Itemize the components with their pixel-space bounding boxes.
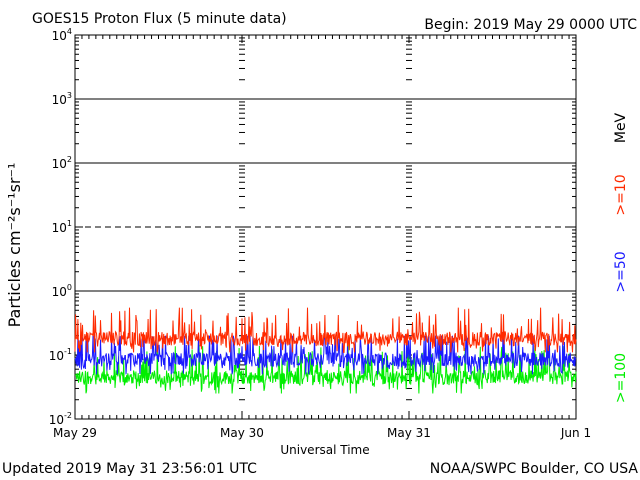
- y-tick-exponent: 2: [67, 155, 72, 164]
- legend-label: >=50: [613, 251, 629, 292]
- y-axis-label: Particles cm⁻²s⁻¹sr⁻¹: [5, 163, 24, 328]
- chart-title: GOES15 Proton Flux (5 minute data): [32, 11, 287, 27]
- series-line: [74, 307, 577, 353]
- series-line: [74, 343, 577, 394]
- legend-label: >=10: [613, 174, 629, 215]
- y-tick-label: 103: [52, 91, 72, 107]
- legend-label: >=100: [613, 353, 629, 403]
- y-tick-exponent: 0: [67, 283, 72, 292]
- y-tick-label: 100: [52, 283, 72, 299]
- x-tick-label: May 30: [220, 426, 264, 440]
- y-tick-base: 10: [52, 157, 67, 171]
- credit-label: NOAA/SWPC Boulder, CO USA: [430, 461, 639, 477]
- y-tick-base: 10: [52, 221, 67, 235]
- y-tick-exponent: -1: [64, 347, 72, 356]
- y-tick-label: 104: [52, 27, 72, 43]
- x-tick-label: May 31: [387, 426, 431, 440]
- y-tick-label: 10-2: [49, 411, 72, 427]
- y-tick-base: 10: [49, 349, 64, 363]
- y-tick-base: 10: [52, 93, 67, 107]
- x-axis-label: Universal Time: [280, 443, 369, 457]
- x-tick-label: May 29: [53, 426, 97, 440]
- y-tick-label: 102: [52, 155, 72, 171]
- units-label: MeV: [613, 112, 629, 143]
- y-tick-base: 10: [52, 29, 67, 43]
- y-tick-exponent: 3: [67, 91, 72, 100]
- x-tick-label: Jun 1: [560, 426, 591, 440]
- y-tick-exponent: 4: [67, 27, 72, 36]
- y-tick-label: 101: [52, 219, 72, 235]
- y-tick-base: 10: [52, 285, 67, 299]
- y-tick-base: 10: [49, 413, 64, 427]
- y-tick-label: 10-1: [49, 347, 72, 363]
- begin-label: Begin: 2019 May 29 0000 UTC: [424, 17, 637, 33]
- y-tick-exponent: 1: [67, 219, 72, 228]
- y-tick-exponent: -2: [64, 411, 72, 420]
- updated-label: Updated 2019 May 31 23:56:01 UTC: [2, 461, 257, 477]
